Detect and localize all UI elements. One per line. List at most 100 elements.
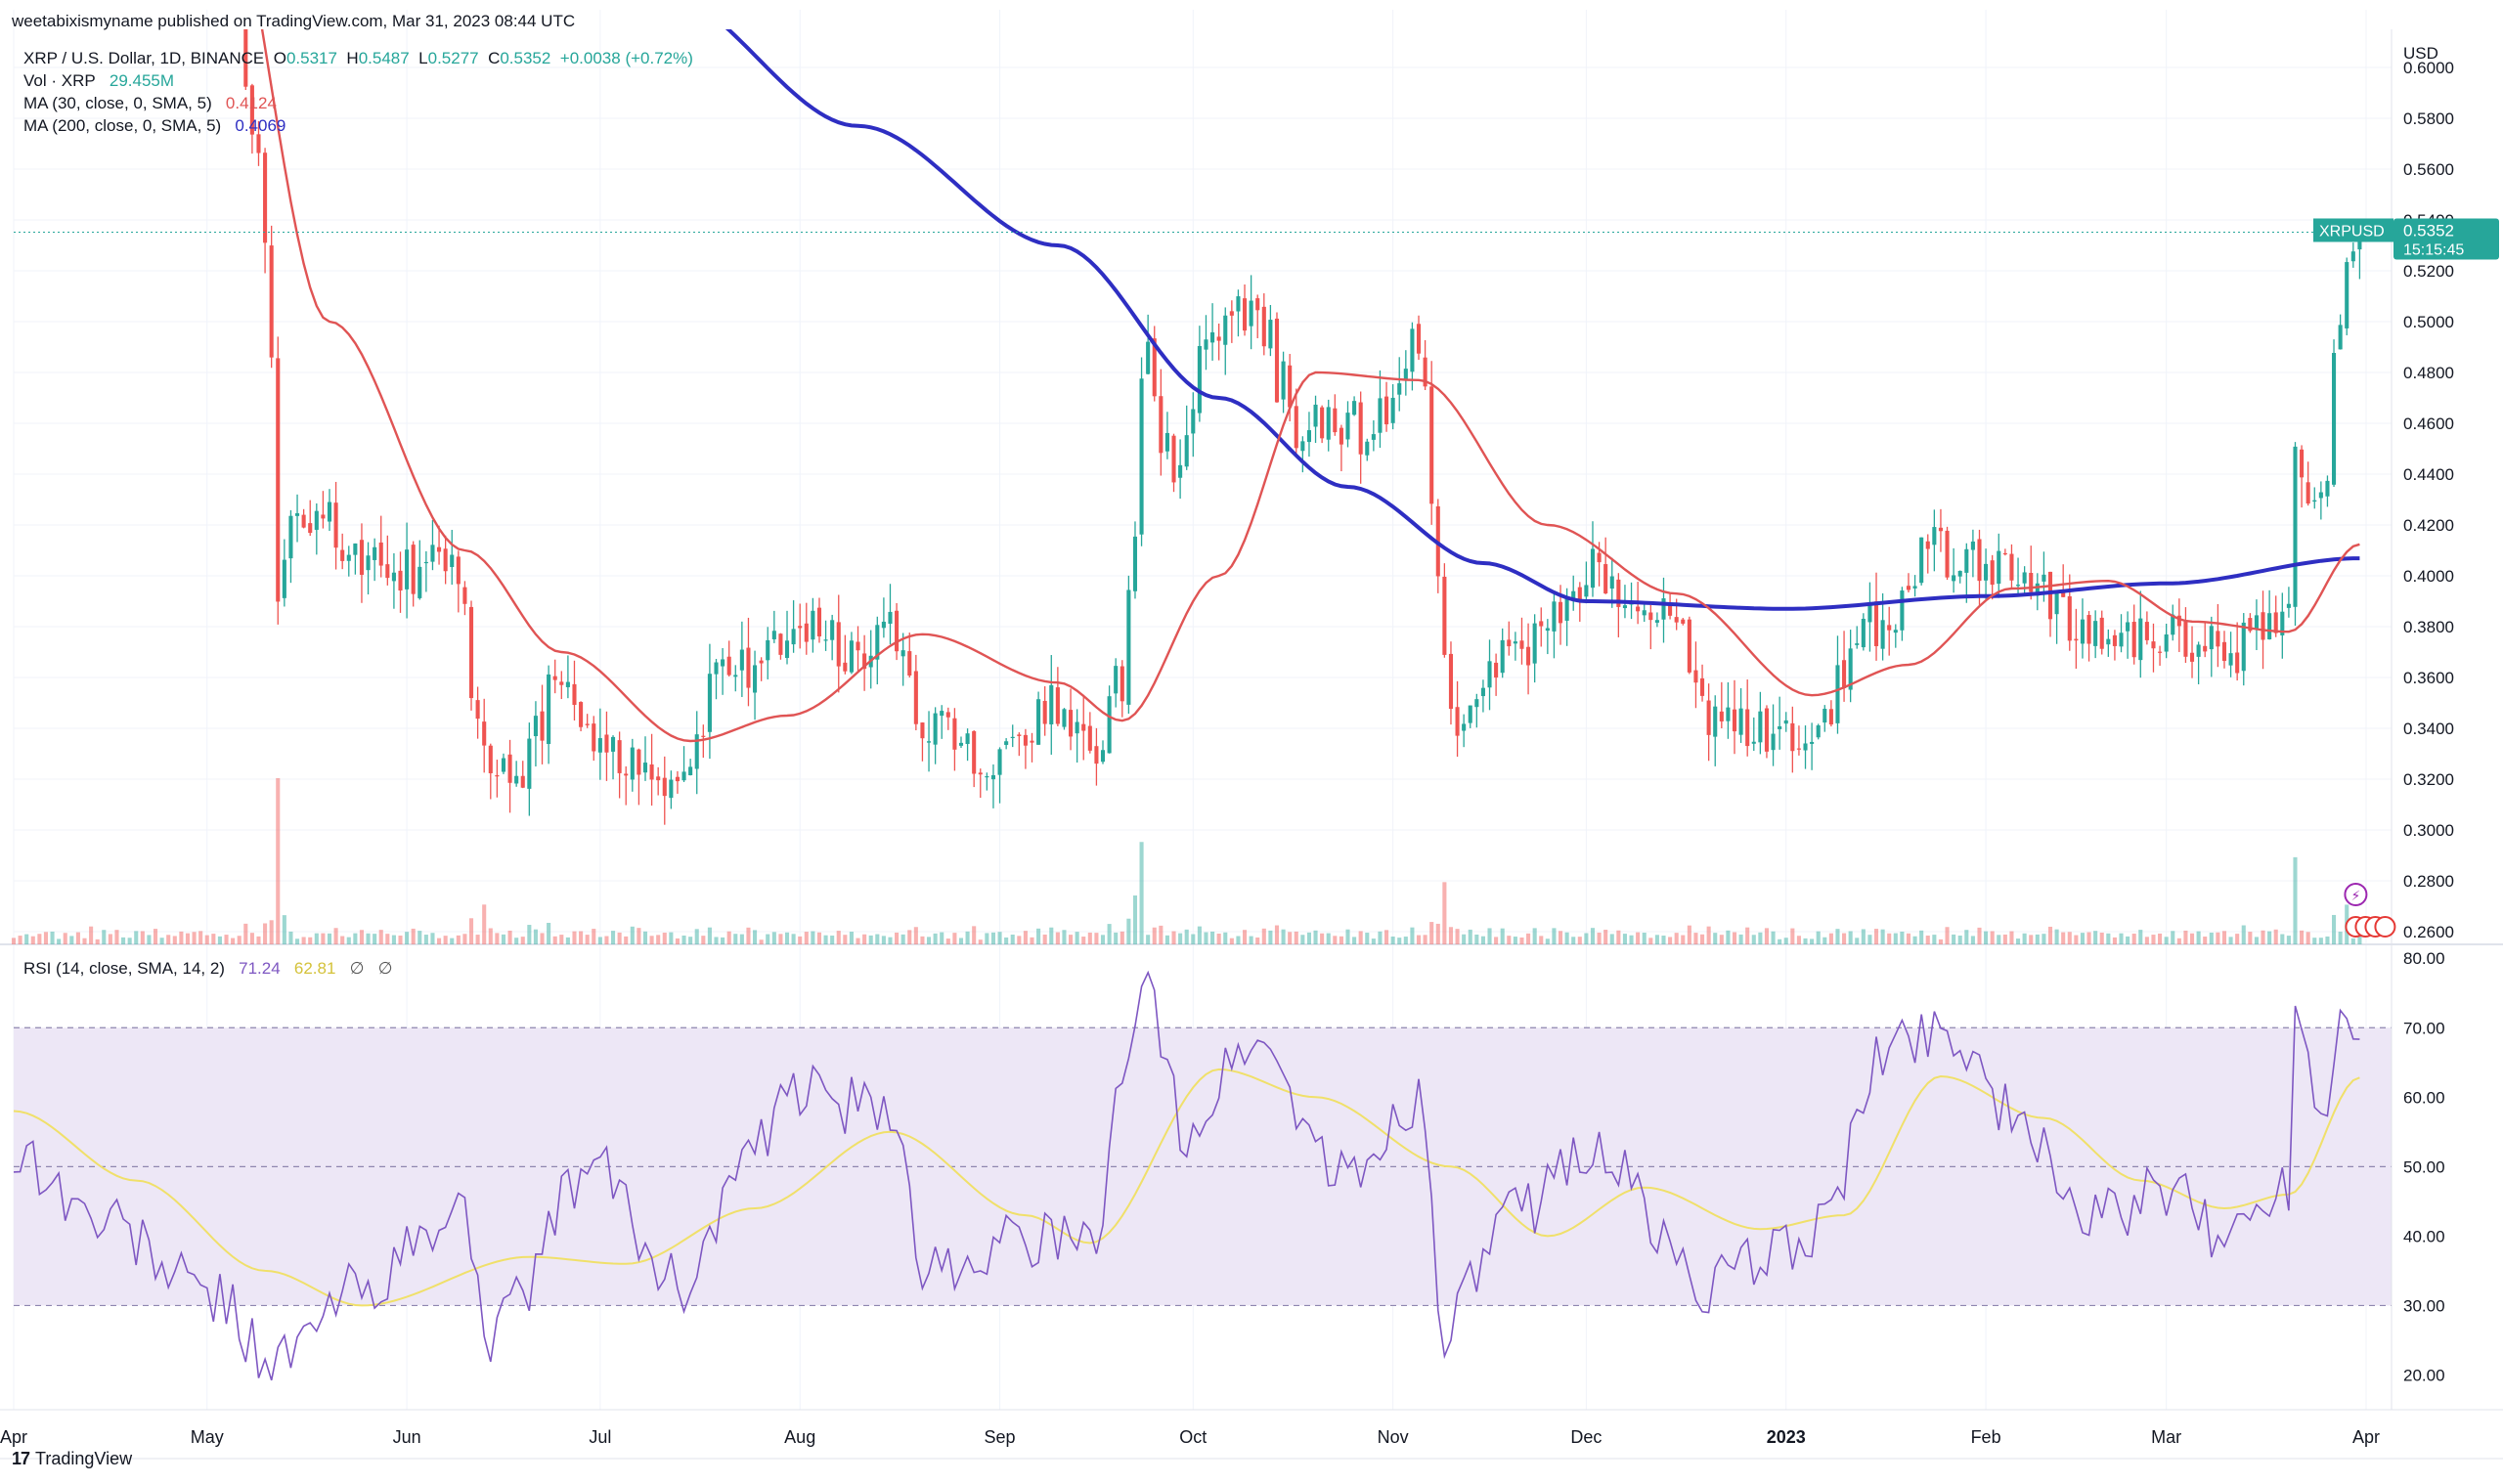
candle-body: [2131, 622, 2136, 658]
candle-body: [1204, 339, 1208, 350]
volume-bar: [166, 935, 171, 944]
candle-body: [1713, 706, 1718, 737]
candle-body: [888, 611, 893, 625]
ma200-line: [725, 29, 2360, 611]
volume-bar: [2047, 926, 2053, 944]
candle-body: [359, 540, 364, 575]
candle-body: [2029, 573, 2034, 592]
volume-bar: [1081, 937, 1086, 944]
volume-bar: [1087, 932, 1092, 944]
candle-body: [1700, 677, 1705, 696]
candle-body: [933, 713, 938, 745]
volume-bar: [2106, 933, 2111, 944]
tradingview-logo[interactable]: 17 TradingView: [12, 1449, 132, 1469]
candle-body: [1893, 630, 1898, 633]
candle-body: [276, 358, 281, 602]
close-label: C: [488, 49, 501, 67]
ma200-label: MA (200, close, 0, SMA, 5): [23, 116, 222, 135]
candle-body: [1249, 300, 1253, 327]
candle-body: [1545, 628, 1550, 632]
candle-body: [997, 749, 1002, 775]
rsi-legend[interactable]: RSI (14, close, SMA, 14, 2) 71.24 62.81 …: [23, 959, 392, 979]
candle-body: [2016, 585, 2021, 587]
volume-bar: [739, 934, 744, 944]
candle-body: [1873, 601, 1879, 646]
volume-bar: [1925, 936, 1930, 944]
volume-bar: [972, 926, 977, 944]
ma30-legend[interactable]: MA (30, close, 0, SMA, 5) 0.4124: [23, 94, 277, 113]
volume-bar: [1957, 936, 1962, 944]
volume-bar: [327, 933, 332, 944]
candle-body: [1622, 605, 1627, 609]
price-tick-label: 0.5200: [2403, 262, 2454, 281]
volume-legend[interactable]: Vol · XRP 29.455M: [23, 71, 174, 91]
candle-body: [1597, 552, 1602, 563]
volume-bar: [385, 934, 390, 944]
candle-body: [1609, 576, 1614, 589]
volume-bar: [468, 918, 474, 944]
candle-body: [726, 656, 731, 676]
volume-bar: [1152, 927, 1157, 944]
candle-body: [1810, 741, 1815, 744]
volume-bar: [1429, 922, 1434, 944]
volume-bar: [1474, 934, 1479, 944]
volume-bar: [1114, 932, 1119, 944]
volume-bar: [276, 778, 281, 944]
candle-body: [423, 561, 428, 564]
tradingview-logo-icon: 17: [12, 1449, 30, 1468]
candle-body: [2164, 633, 2169, 652]
volume-bar: [1642, 933, 1647, 944]
candle-body: [1880, 620, 1885, 649]
candle-body: [405, 549, 410, 589]
xaxis-label: Nov: [1378, 1427, 1409, 1447]
volume-bar: [1513, 937, 1517, 944]
ma30-line: [260, 29, 2360, 743]
volume-bar: [1668, 937, 1673, 944]
volume-bar: [1223, 932, 1228, 944]
volume-bar: [1609, 934, 1614, 944]
candle-body: [475, 700, 480, 720]
volume-bar: [1552, 928, 1557, 944]
publisher-line: weetabixismyname published on TradingVie…: [12, 12, 576, 30]
volume-bar: [95, 938, 100, 944]
volume-bar: [1636, 932, 1641, 944]
volume-bar: [1378, 931, 1383, 944]
candle-body: [2009, 553, 2014, 581]
candle-body: [2002, 552, 2007, 555]
candle-body: [1796, 748, 1801, 750]
candle-body: [2042, 574, 2046, 582]
ohlc-legend[interactable]: XRP / U.S. Dollar, 1D, BINANCE O0.5317 H…: [23, 49, 693, 68]
volume-bar: [1210, 931, 1215, 944]
volume-bar: [1893, 933, 1898, 944]
candle-body: [675, 776, 680, 782]
ma200-legend[interactable]: MA (200, close, 0, SMA, 5) 0.4069: [23, 116, 285, 136]
volume-bar: [1197, 926, 1202, 944]
candle-body: [1017, 734, 1022, 736]
volume-bar: [965, 931, 970, 944]
volume-bar: [1094, 933, 1099, 944]
volume-bar: [398, 936, 403, 944]
volume-bar: [1435, 923, 1440, 944]
candle-body: [1970, 541, 1975, 550]
candle-body: [1397, 383, 1402, 395]
volume-bar: [1069, 935, 1074, 944]
candle-body: [2331, 353, 2337, 485]
volume-bar: [2267, 931, 2272, 944]
candle-body: [1564, 596, 1569, 621]
candle-body: [2093, 621, 2098, 646]
volume-bar: [456, 935, 461, 944]
volume-bar: [1970, 936, 1975, 944]
candle-body: [1636, 606, 1641, 612]
candle-body: [2286, 603, 2291, 608]
candle-body: [1371, 434, 1376, 440]
volume-bar: [1855, 938, 1860, 944]
candle-body: [1120, 666, 1124, 702]
candle-body: [1668, 603, 1673, 616]
candle-body: [366, 555, 371, 571]
volume-bar: [2209, 932, 2214, 944]
volume-bar: [314, 933, 319, 944]
volume-bar: [1687, 925, 1691, 944]
candle-body: [269, 245, 274, 358]
volume-bar: [527, 925, 532, 944]
candle-body: [1268, 320, 1273, 349]
